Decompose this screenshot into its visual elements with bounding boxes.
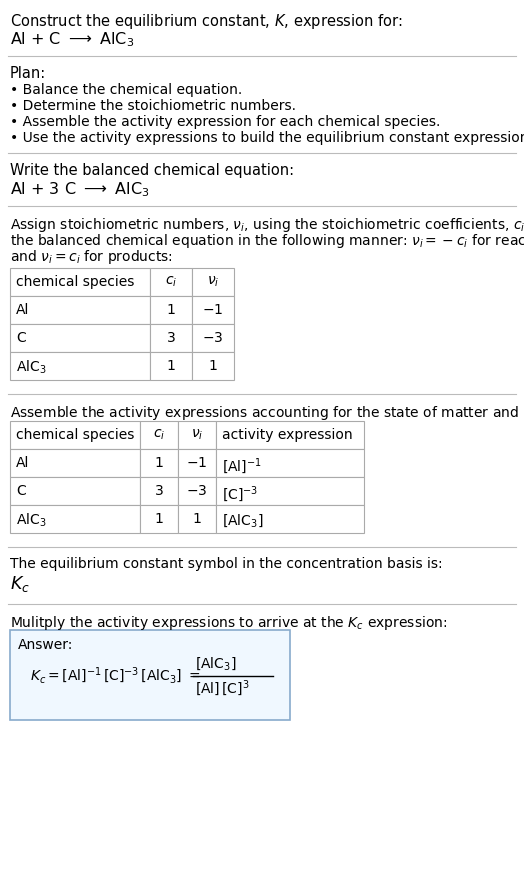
Text: Assign stoichiometric numbers, $\nu_i$, using the stoichiometric coefficients, $: Assign stoichiometric numbers, $\nu_i$, … xyxy=(10,216,524,234)
Bar xyxy=(178,449,216,477)
Bar xyxy=(178,477,216,505)
Bar xyxy=(192,324,234,352)
Bar xyxy=(10,268,150,296)
Text: $c_i$: $c_i$ xyxy=(153,428,165,443)
Text: $[\mathrm{Al}]^{-1}$: $[\mathrm{Al}]^{-1}$ xyxy=(222,456,261,476)
Bar xyxy=(178,421,216,449)
Text: activity expression: activity expression xyxy=(222,428,353,442)
Text: Construct the equilibrium constant, $K$, expression for:: Construct the equilibrium constant, $K$,… xyxy=(10,12,402,31)
Bar xyxy=(10,421,140,449)
Text: 3: 3 xyxy=(155,484,163,498)
Text: Write the balanced chemical equation:: Write the balanced chemical equation: xyxy=(10,163,294,178)
Text: chemical species: chemical species xyxy=(16,275,134,289)
Text: $-3$: $-3$ xyxy=(202,331,224,345)
Text: Mulitply the activity expressions to arrive at the $K_c$ expression:: Mulitply the activity expressions to arr… xyxy=(10,614,447,632)
Bar xyxy=(178,505,216,533)
Text: 1: 1 xyxy=(192,512,201,526)
Text: • Assemble the activity expression for each chemical species.: • Assemble the activity expression for e… xyxy=(10,115,440,129)
Text: AlC$_3$: AlC$_3$ xyxy=(16,512,47,530)
Bar xyxy=(216,505,364,533)
Text: AlC$_3$: AlC$_3$ xyxy=(16,359,47,376)
Bar xyxy=(150,296,192,324)
Text: 1: 1 xyxy=(167,303,176,317)
Text: the balanced chemical equation in the following manner: $\nu_i = -c_i$ for react: the balanced chemical equation in the fo… xyxy=(10,232,524,250)
Text: The equilibrium constant symbol in the concentration basis is:: The equilibrium constant symbol in the c… xyxy=(10,557,443,571)
Bar xyxy=(192,296,234,324)
Bar xyxy=(10,477,140,505)
Bar xyxy=(192,268,234,296)
Text: chemical species: chemical species xyxy=(16,428,134,442)
Text: Assemble the activity expressions accounting for the state of matter and $\nu_i$: Assemble the activity expressions accoun… xyxy=(10,404,524,422)
Text: $[\mathrm{AlC_3}]$: $[\mathrm{AlC_3}]$ xyxy=(195,655,236,672)
Text: Plan:: Plan: xyxy=(10,66,46,81)
Text: $[\mathrm{AlC_3}]$: $[\mathrm{AlC_3}]$ xyxy=(222,512,264,529)
Text: Al + 3 C $\longrightarrow$ AlC$_3$: Al + 3 C $\longrightarrow$ AlC$_3$ xyxy=(10,180,149,199)
Text: $-1$: $-1$ xyxy=(202,303,224,317)
Text: $K_c = [\mathrm{Al}]^{-1}\,[\mathrm{C}]^{-3}\,[\mathrm{AlC_3}]\ =\ $: $K_c = [\mathrm{Al}]^{-1}\,[\mathrm{C}]^… xyxy=(30,666,201,686)
Bar xyxy=(216,449,364,477)
Text: Al: Al xyxy=(16,303,29,317)
Text: $-1$: $-1$ xyxy=(187,456,208,470)
Bar xyxy=(10,352,150,380)
Text: $\nu_i$: $\nu_i$ xyxy=(207,275,219,290)
Text: 1: 1 xyxy=(167,359,176,373)
Bar xyxy=(150,268,192,296)
Text: $K_c$: $K_c$ xyxy=(10,574,30,594)
Bar xyxy=(140,449,178,477)
Text: 1: 1 xyxy=(155,512,163,526)
Text: Al: Al xyxy=(16,456,29,470)
Bar xyxy=(216,477,364,505)
Text: • Use the activity expressions to build the equilibrium constant expression.: • Use the activity expressions to build … xyxy=(10,131,524,145)
Bar xyxy=(140,477,178,505)
Text: C: C xyxy=(16,484,26,498)
Bar xyxy=(10,296,150,324)
Bar xyxy=(140,421,178,449)
Text: Answer:: Answer: xyxy=(18,638,73,652)
Text: • Determine the stoichiometric numbers.: • Determine the stoichiometric numbers. xyxy=(10,99,296,113)
Text: $-3$: $-3$ xyxy=(187,484,208,498)
Text: $\nu_i$: $\nu_i$ xyxy=(191,428,203,443)
Bar xyxy=(192,352,234,380)
Text: C: C xyxy=(16,331,26,345)
Bar xyxy=(10,449,140,477)
Text: and $\nu_i = c_i$ for products:: and $\nu_i = c_i$ for products: xyxy=(10,248,173,266)
Text: 3: 3 xyxy=(167,331,176,345)
Text: 1: 1 xyxy=(155,456,163,470)
Bar xyxy=(140,505,178,533)
Bar xyxy=(10,505,140,533)
Bar xyxy=(216,421,364,449)
Text: $[\mathrm{C}]^{-3}$: $[\mathrm{C}]^{-3}$ xyxy=(222,484,258,504)
Bar xyxy=(150,352,192,380)
Text: Al + C $\longrightarrow$ AlC$_3$: Al + C $\longrightarrow$ AlC$_3$ xyxy=(10,30,134,49)
Bar xyxy=(150,324,192,352)
Bar xyxy=(10,630,290,720)
Text: $[\mathrm{Al}]\,[\mathrm{C}]^3$: $[\mathrm{Al}]\,[\mathrm{C}]^3$ xyxy=(195,678,249,698)
Text: 1: 1 xyxy=(209,359,217,373)
Bar xyxy=(10,324,150,352)
Text: • Balance the chemical equation.: • Balance the chemical equation. xyxy=(10,83,242,97)
Text: $c_i$: $c_i$ xyxy=(165,275,177,290)
